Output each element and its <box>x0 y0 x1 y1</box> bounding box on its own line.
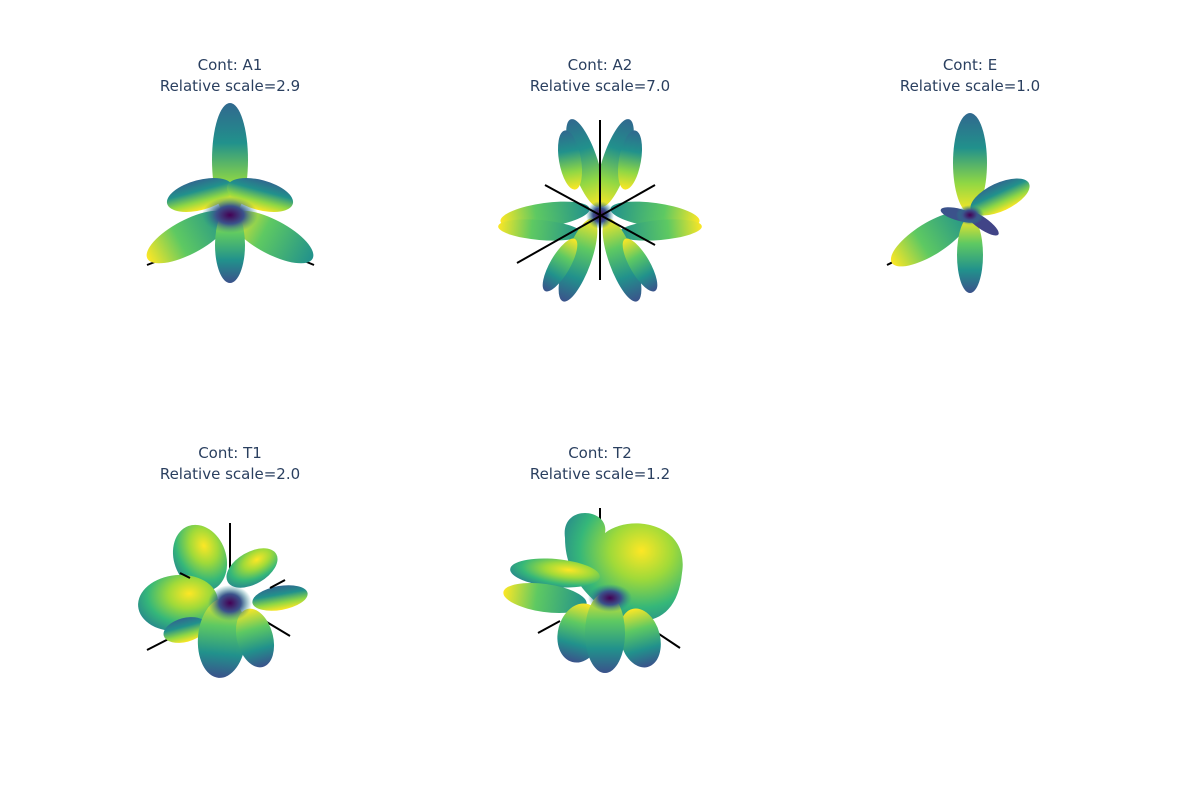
panel-title-line1: Cont: E <box>942 56 998 74</box>
t2-lobes <box>503 508 683 673</box>
t1-lobes <box>138 523 308 678</box>
panel-title-line2: Relative scale=1.2 <box>529 465 671 483</box>
axis-x <box>537 620 561 634</box>
panel-title-line1: Cont: A1 <box>197 56 263 74</box>
t2-surface-plot[interactable] <box>450 443 750 743</box>
panel-title-line1: Cont: T2 <box>568 444 632 462</box>
panel-title-line2: Relative scale=7.0 <box>529 77 671 95</box>
a1-lobes <box>146 103 314 283</box>
panel-t2: Cont: T2 Relative scale=1.2 <box>450 443 750 743</box>
a2-surface-plot[interactable] <box>450 55 750 355</box>
panel-title-line2: Relative scale=2.9 <box>159 77 301 95</box>
panel-title: Cont: E Relative scale=1.0 <box>820 55 1120 97</box>
panel-title: Cont: A2 Relative scale=7.0 <box>450 55 750 97</box>
panel-title-line1: Cont: A2 <box>567 56 633 74</box>
a1-surface-plot[interactable] <box>80 55 380 355</box>
panel-e: Cont: E Relative scale=1.0 <box>820 55 1120 355</box>
panel-title-line2: Relative scale=2.0 <box>159 465 301 483</box>
axis-y <box>516 184 656 264</box>
panel-t1: Cont: T1 Relative scale=2.0 <box>80 443 380 743</box>
e-lobes <box>890 113 1030 293</box>
panel-title: Cont: T1 Relative scale=2.0 <box>80 443 380 485</box>
panel-title: Cont: A1 Relative scale=2.9 <box>80 55 380 97</box>
t1-surface-plot[interactable] <box>80 443 380 743</box>
panel-title-line1: Cont: T1 <box>198 444 262 462</box>
panel-a2: Cont: A2 Relative scale=7.0 <box>450 55 750 355</box>
e-surface-plot[interactable] <box>820 55 1120 355</box>
panel-title-line2: Relative scale=1.0 <box>899 77 1041 95</box>
a2-lobes <box>498 119 702 302</box>
panel-title: Cont: T2 Relative scale=1.2 <box>450 443 750 485</box>
panel-a1: Cont: A1 Relative scale=2.9 <box>80 55 380 355</box>
